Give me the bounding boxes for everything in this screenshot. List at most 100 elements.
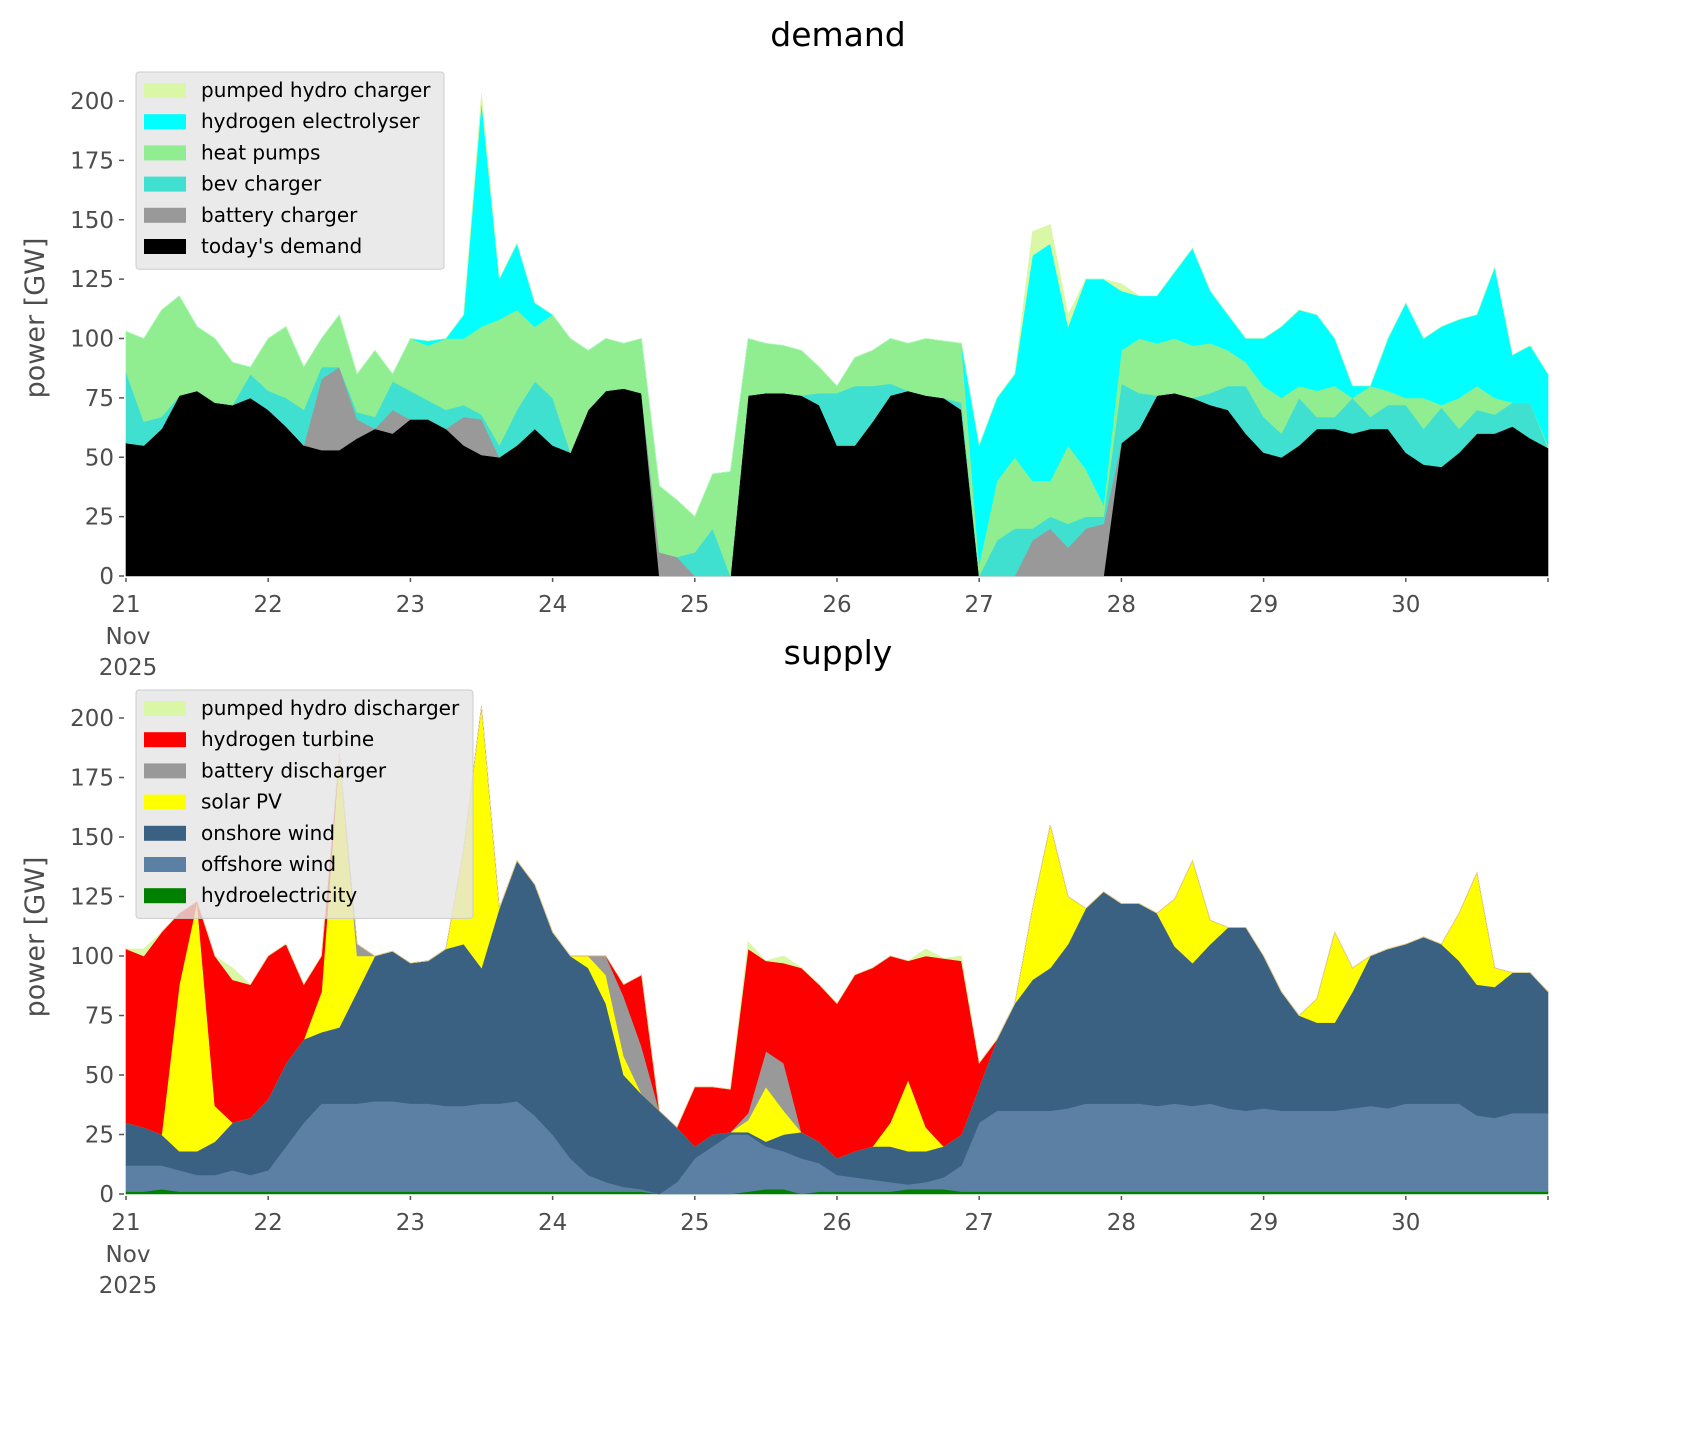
- legend-swatch: [144, 83, 186, 98]
- x-tick-label: 22: [254, 1210, 283, 1236]
- x-tick-sublabel: Nov: [106, 624, 151, 650]
- legend-item-hydrogen-electrolyser: hydrogen electrolyser: [144, 109, 420, 133]
- x-tick-label: 26: [822, 592, 851, 618]
- legend-item-hydrogen-turbine: hydrogen turbine: [144, 727, 374, 751]
- x-tick-label: 29: [1249, 1210, 1278, 1236]
- demand-chart: demand power [GW] 0 25 50 75 100 125 150 175 200…: [20, 15, 1549, 681]
- legend-item-onshore-wind: onshore wind: [144, 821, 335, 845]
- y-tick-label: 50: [85, 445, 114, 471]
- legend-label: battery charger: [201, 203, 358, 227]
- legend-swatch: [144, 207, 186, 223]
- legend-label: battery discharger: [201, 758, 387, 782]
- y-tick-label: 200: [70, 706, 114, 732]
- legend-swatch: [144, 857, 186, 872]
- y-tick-label: 175: [70, 148, 114, 174]
- x-tick-sublabel: 2025: [99, 655, 158, 681]
- legend-swatch: [144, 239, 186, 254]
- y-tick-label: 0: [99, 564, 114, 590]
- x-tick-label: 30: [1391, 592, 1420, 618]
- legend-item-today-s-demand: today's demand: [144, 234, 362, 258]
- legend-label: bev charger: [201, 172, 322, 196]
- x-tick-label: 25: [680, 592, 709, 618]
- legend-item-offshore-wind: offshore wind: [144, 852, 336, 876]
- x-axis-ticks: 21 Nov 2025 22 23 24 25 26 27 28 29 30: [99, 578, 1549, 681]
- y-axis-ticks: 0 25 50 75 100 125 150 175 200: [70, 89, 124, 590]
- x-tick-label: 23: [396, 1210, 425, 1236]
- y-tick-label: 0: [99, 1182, 114, 1208]
- y-tick-label: 200: [70, 89, 114, 115]
- legend-item-battery-discharger: battery discharger: [144, 758, 387, 782]
- legend-label: hydrogen turbine: [201, 727, 374, 751]
- y-tick-label: 175: [70, 766, 114, 792]
- legend-swatch: [144, 176, 186, 192]
- area-pumped-hydro-discharger: [125, 706, 1549, 1128]
- x-tick-label: 23: [396, 592, 425, 618]
- chart-title: supply: [784, 633, 893, 672]
- chart-title: demand: [770, 15, 905, 54]
- y-tick-label: 50: [85, 1063, 114, 1089]
- legend-swatch: [144, 701, 186, 716]
- x-tick-sublabel: Nov: [106, 1242, 151, 1268]
- legend-item-pumped-hydro-charger: pumped hydro charger: [144, 78, 431, 102]
- legend-label: pumped hydro discharger: [201, 696, 460, 720]
- x-tick-sublabel: 2025: [99, 1273, 158, 1299]
- x-tick-label: 24: [538, 592, 567, 618]
- legend-item-hydroelectricity: hydroelectricity: [144, 883, 357, 907]
- legend-label: pumped hydro charger: [201, 78, 431, 102]
- supply-chart: supply power [GW] 0 25 50 75 100 125 150 175 200…: [20, 633, 1549, 1299]
- y-tick-label: 75: [85, 386, 114, 412]
- y-tick-label: 25: [85, 1123, 114, 1149]
- x-tick-label: 28: [1107, 592, 1136, 618]
- x-tick-label: 30: [1391, 1210, 1420, 1236]
- legend-label: heat pumps: [201, 140, 320, 164]
- legend-label: hydroelectricity: [201, 883, 357, 907]
- legend: pumped hydro charger hydrogen electrolyse…: [135, 71, 445, 270]
- legend-label: onshore wind: [201, 821, 335, 845]
- legend-swatch: [144, 114, 186, 130]
- legend-item-heat-pumps: heat pumps: [144, 140, 320, 164]
- legend-swatch: [144, 763, 186, 779]
- x-tick-label: 28: [1107, 1210, 1136, 1236]
- y-axis-label: power [GW]: [20, 857, 51, 1018]
- y-tick-label: 150: [70, 208, 114, 234]
- x-tick-label: 21: [111, 592, 140, 618]
- x-axis-ticks: 21 Nov 2025 22 23 24 25 26 27 28 29 30: [99, 1196, 1549, 1299]
- x-tick-label: 29: [1249, 592, 1278, 618]
- y-axis-label: power [GW]: [20, 238, 51, 399]
- y-tick-label: 100: [70, 327, 114, 353]
- legend-label: today's demand: [201, 234, 362, 258]
- y-tick-label: 125: [70, 267, 114, 293]
- x-tick-label: 21: [111, 1210, 140, 1236]
- legend: pumped hydro discharger hydrogen turbine b…: [135, 689, 474, 919]
- legend-item-pumped-hydro-discharger: pumped hydro discharger: [144, 696, 460, 720]
- legend-label: offshore wind: [201, 852, 336, 876]
- x-tick-label: 25: [680, 1210, 709, 1236]
- y-tick-label: 25: [85, 505, 114, 531]
- x-tick-label: 24: [538, 1210, 567, 1236]
- legend-swatch: [144, 888, 186, 904]
- area-series-group: [125, 93, 1549, 578]
- legend-swatch: [144, 145, 186, 161]
- legend-swatch: [144, 794, 186, 810]
- legend-item-solar-pv: solar PV: [144, 790, 282, 814]
- area-pumped-hydro-charger: [125, 93, 1549, 518]
- x-tick-label: 22: [254, 592, 283, 618]
- x-tick-label: 26: [822, 1210, 851, 1236]
- area-series-group: [125, 706, 1549, 1195]
- legend-swatch: [144, 732, 186, 748]
- legend-box: [135, 689, 474, 919]
- legend-label: hydrogen electrolyser: [201, 109, 420, 133]
- legend-label: solar PV: [201, 790, 282, 814]
- y-tick-label: 125: [70, 885, 114, 911]
- legend-swatch: [144, 825, 186, 841]
- legend-item-battery-charger: battery charger: [144, 203, 358, 227]
- y-axis-ticks: 0 25 50 75 100 125 150 175 200: [70, 706, 124, 1208]
- legend-box: [135, 71, 445, 270]
- x-tick-label: 27: [965, 1210, 994, 1236]
- legend-item-bev-charger: bev charger: [144, 172, 322, 196]
- x-tick-label: 27: [965, 592, 994, 618]
- y-tick-label: 150: [70, 825, 114, 851]
- y-tick-label: 75: [85, 1004, 114, 1030]
- y-tick-label: 100: [70, 944, 114, 970]
